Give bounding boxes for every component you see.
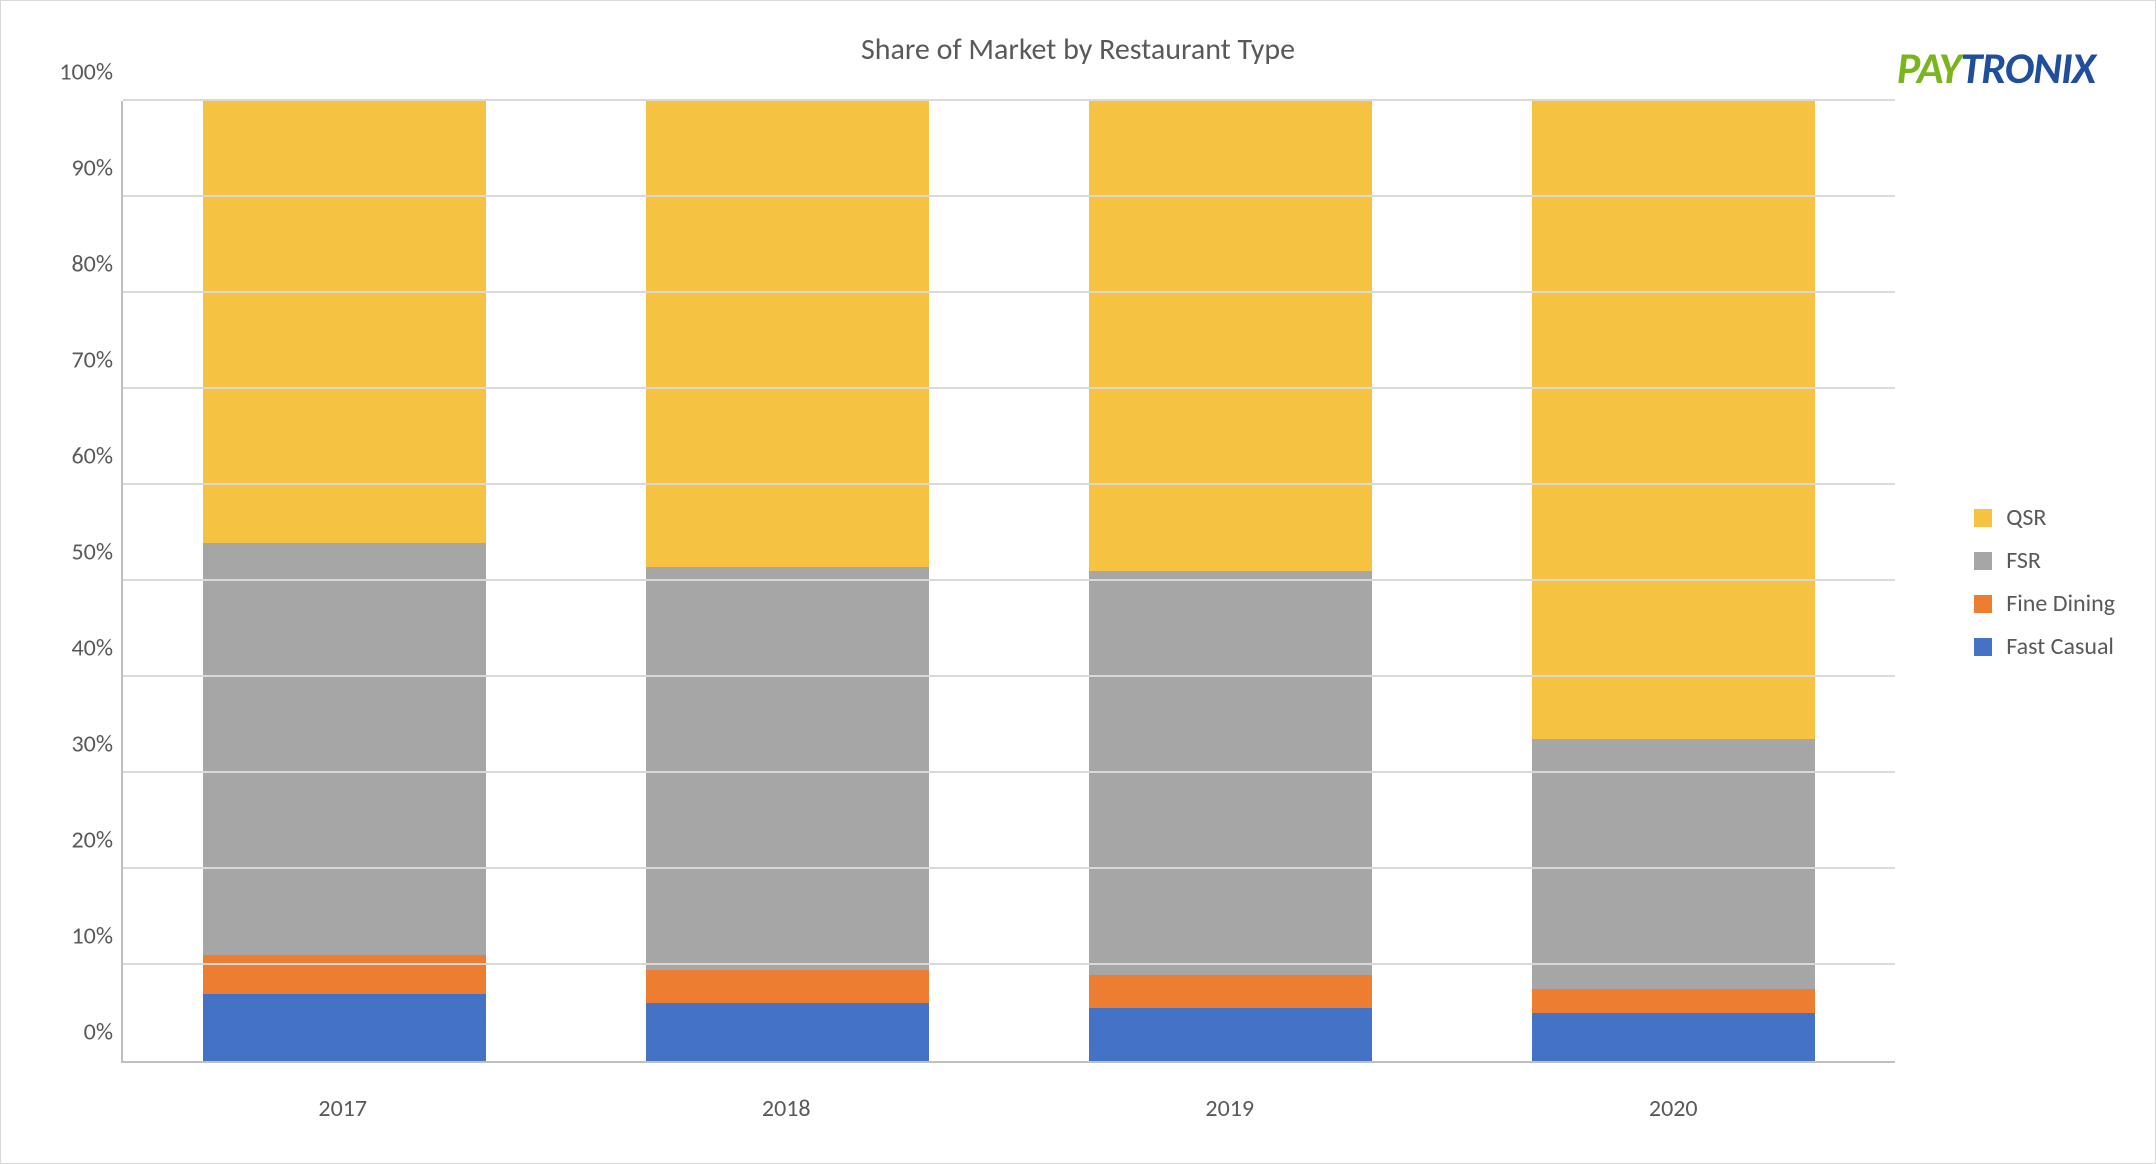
gridline (123, 99, 1895, 101)
legend-swatch (1974, 509, 1992, 527)
y-tick-label: 40% (33, 634, 113, 663)
legend-label: Fast Casual (2006, 632, 2114, 661)
legend-swatch (1974, 552, 1992, 570)
gridline (123, 963, 1895, 965)
gridline (123, 195, 1895, 197)
y-tick-label: 90% (33, 154, 113, 183)
y-tick-label: 0% (33, 1018, 113, 1047)
stacked-bar (1532, 101, 1816, 1061)
gridline (123, 675, 1895, 677)
legend-item-qsr: QSR (1974, 503, 2115, 532)
y-tick-label: 100% (33, 58, 113, 87)
bar-segment-fsr (1089, 571, 1373, 974)
y-tick-label: 80% (33, 250, 113, 279)
bar-slot (566, 101, 1009, 1061)
bar-segment-fine-dining (1089, 975, 1373, 1009)
legend-swatch (1974, 595, 1992, 613)
stacked-bar (1089, 101, 1373, 1061)
bar-segment-fsr (1532, 739, 1816, 989)
x-tick-label: 2018 (565, 1094, 1009, 1123)
chart-container: Share of Market by Restaurant Type PAYTR… (0, 0, 2156, 1164)
bar-slot (1452, 101, 1895, 1061)
bar-segment-fsr (203, 543, 487, 956)
bar-slot (123, 101, 566, 1061)
bar-segment-qsr (646, 101, 930, 567)
logo-tronix: TRONIX (1960, 41, 2095, 95)
y-tick-label: 60% (33, 442, 113, 471)
bar-segment-fsr (646, 567, 930, 970)
gridline (123, 291, 1895, 293)
bar-segment-fine-dining (646, 970, 930, 1004)
bar-segment-qsr (1089, 101, 1373, 571)
x-tick-label: 2020 (1452, 1094, 1896, 1123)
bar-segment-fine-dining (1532, 989, 1816, 1013)
paytronix-logo: PAYTRONIX (1897, 41, 2095, 95)
bar-slot (1009, 101, 1452, 1061)
legend-label: Fine Dining (2006, 589, 2115, 618)
gridline (123, 867, 1895, 869)
bars-row (123, 101, 1895, 1061)
legend-item-fine-dining: Fine Dining (1974, 589, 2115, 618)
gridline (123, 579, 1895, 581)
y-tick-label: 20% (33, 826, 113, 855)
bar-segment-qsr (203, 101, 487, 543)
gridline (123, 771, 1895, 773)
x-axis-labels: 2017201820192020 (121, 1094, 1895, 1123)
y-tick-label: 70% (33, 346, 113, 375)
legend-swatch (1974, 638, 1992, 656)
legend-item-fsr: FSR (1974, 546, 2115, 575)
plot-area: 0%10%20%30%40%50%60%70%80%90%100% (121, 101, 1895, 1063)
bar-segment-fast-casual (646, 1003, 930, 1061)
bar-segment-fast-casual (1089, 1008, 1373, 1061)
x-tick-label: 2019 (1008, 1094, 1452, 1123)
x-tick-label: 2017 (121, 1094, 565, 1123)
y-tick-label: 10% (33, 922, 113, 951)
legend-item-fast-casual: Fast Casual (1974, 632, 2115, 661)
stacked-bar (646, 101, 930, 1061)
bar-segment-fast-casual (1532, 1013, 1816, 1061)
bar-segment-fine-dining (203, 955, 487, 993)
chart-title: Share of Market by Restaurant Type (1, 31, 2155, 68)
bar-segment-fast-casual (203, 994, 487, 1061)
legend: QSR FSR Fine Dining Fast Casual (1974, 489, 2115, 675)
gridline (123, 483, 1895, 485)
legend-label: FSR (2006, 546, 2041, 575)
y-tick-label: 30% (33, 730, 113, 759)
gridline (123, 387, 1895, 389)
legend-label: QSR (2006, 503, 2046, 532)
y-tick-label: 50% (33, 538, 113, 567)
logo-pay: PAY (1897, 41, 1961, 95)
stacked-bar (203, 101, 487, 1061)
